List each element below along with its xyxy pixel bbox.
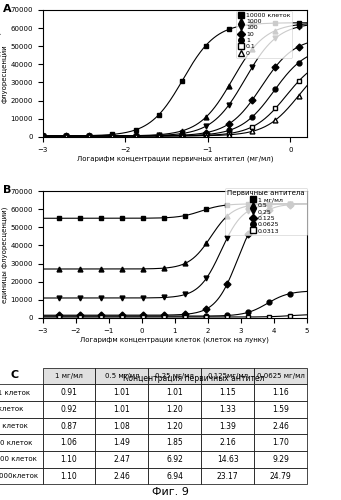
- Text: Концентрация первичных антител: Концентрация первичных антител: [122, 374, 264, 384]
- Y-axis label: Относительные единицы
флуоресценции: Относительные единицы флуоресценции: [0, 27, 8, 120]
- Y-axis label: Сигнал (относительные
единицы флуоресценции): Сигнал (относительные единицы флуоресцен…: [0, 206, 8, 302]
- Text: B: B: [3, 184, 11, 194]
- Text: Фиг. 9: Фиг. 9: [152, 487, 189, 497]
- Legend: 1 мг/мл, 0.5, 0.25, 0.125, 0.0625, 0.0313: 1 мг/мл, 0.5, 0.25, 0.125, 0.0625, 0.031…: [225, 188, 307, 236]
- Text: C: C: [11, 370, 19, 380]
- Legend: 10000 клеток, 1000, 100, 10, 1, 0.1, 0: 10000 клеток, 1000, 100, 10, 1, 0.1, 0: [236, 10, 292, 58]
- X-axis label: Логарифм концентрации клеток (клеток на лунку): Логарифм концентрации клеток (клеток на …: [80, 336, 269, 343]
- X-axis label: Логарифм концентрации первичных антител (мг/мл): Логарифм концентрации первичных антител …: [76, 156, 273, 162]
- Text: A: A: [3, 4, 12, 14]
